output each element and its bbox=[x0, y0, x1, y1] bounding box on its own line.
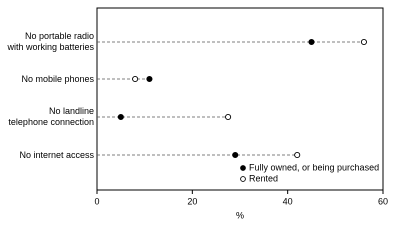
dot bbox=[308, 38, 315, 46]
legend-marker bbox=[240, 176, 246, 182]
dot bbox=[360, 38, 367, 46]
x-tick-label: 0 bbox=[94, 196, 99, 206]
category-label: No internet access bbox=[19, 149, 94, 160]
category-label: No mobile phones bbox=[21, 73, 94, 84]
plot: % 0 20 40 60 Fully owned, or being purchased… bbox=[94, 7, 388, 220]
dot bbox=[117, 113, 124, 121]
dot bbox=[232, 151, 239, 159]
legend-marker bbox=[240, 165, 246, 171]
dot bbox=[225, 113, 232, 121]
category-label: No landline telephone connection bbox=[8, 106, 94, 127]
x-tick-label: 40 bbox=[283, 196, 293, 206]
plot-frame bbox=[96, 7, 384, 191]
dot bbox=[294, 151, 301, 159]
dot bbox=[146, 75, 153, 83]
x-axis-label: % bbox=[236, 210, 244, 220]
legend-label: Fully owned, or being purchased bbox=[249, 162, 379, 172]
legend-label: Rented bbox=[249, 173, 278, 183]
chart: % 0 20 40 60 Fully owned, or being purchased… bbox=[7, 7, 388, 220]
x-tick-label: 60 bbox=[378, 196, 388, 206]
dot bbox=[132, 75, 139, 83]
x-tick-label: 20 bbox=[187, 196, 197, 206]
category-label: No portable radio with working batteries bbox=[7, 31, 94, 52]
